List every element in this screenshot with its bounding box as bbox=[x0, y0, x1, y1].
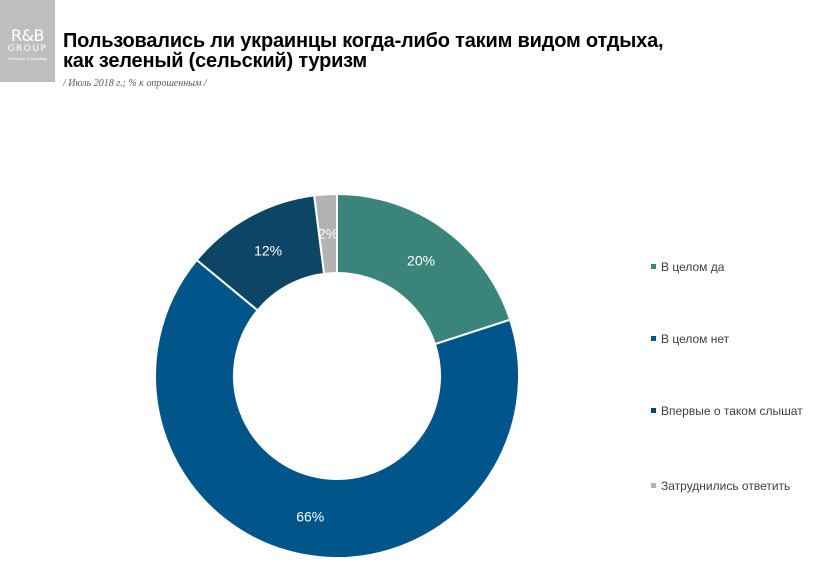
legend-swatch-hard-to-say bbox=[651, 483, 656, 488]
logo-sub-text: Research & Branding bbox=[8, 56, 47, 61]
legend-swatch-yes bbox=[651, 264, 656, 269]
page-title: Пользовались ли украинцы когда-либо таки… bbox=[63, 30, 664, 72]
data-label-no: 66% bbox=[296, 508, 324, 524]
data-label-first-heard: 12% bbox=[254, 243, 282, 259]
title-line-2: как зеленый (сельский) туризм bbox=[63, 50, 368, 72]
legend-swatch-first-heard bbox=[651, 408, 656, 413]
donut-slice-no bbox=[154, 258, 520, 559]
data-label-hard-to-say: 2% bbox=[318, 225, 338, 241]
data-label-yes: 20% bbox=[407, 252, 435, 268]
legend-label-hard-to-say: Затруднились ответить bbox=[661, 479, 791, 493]
page-subtitle: / Июль 2018 г.; % к опрошенным / bbox=[63, 78, 207, 89]
legend-label-first-heard: Впервые о таком слышат bbox=[661, 404, 803, 418]
title-line-1: Пользовались ли украинцы когда-либо таки… bbox=[63, 30, 664, 52]
logo-main-text: R&B bbox=[10, 26, 45, 45]
donut-slice-hard-to-say bbox=[313, 192, 338, 275]
legend-swatch-no bbox=[651, 336, 656, 341]
rb-group-logo: R&B GROUP Research & Branding bbox=[0, 0, 55, 82]
legend-label-no: В целом нет bbox=[661, 332, 730, 346]
donut-slice-yes bbox=[336, 192, 512, 346]
legend-label-yes: В целом да bbox=[661, 260, 725, 274]
logo-group-text: GROUP bbox=[7, 44, 48, 54]
